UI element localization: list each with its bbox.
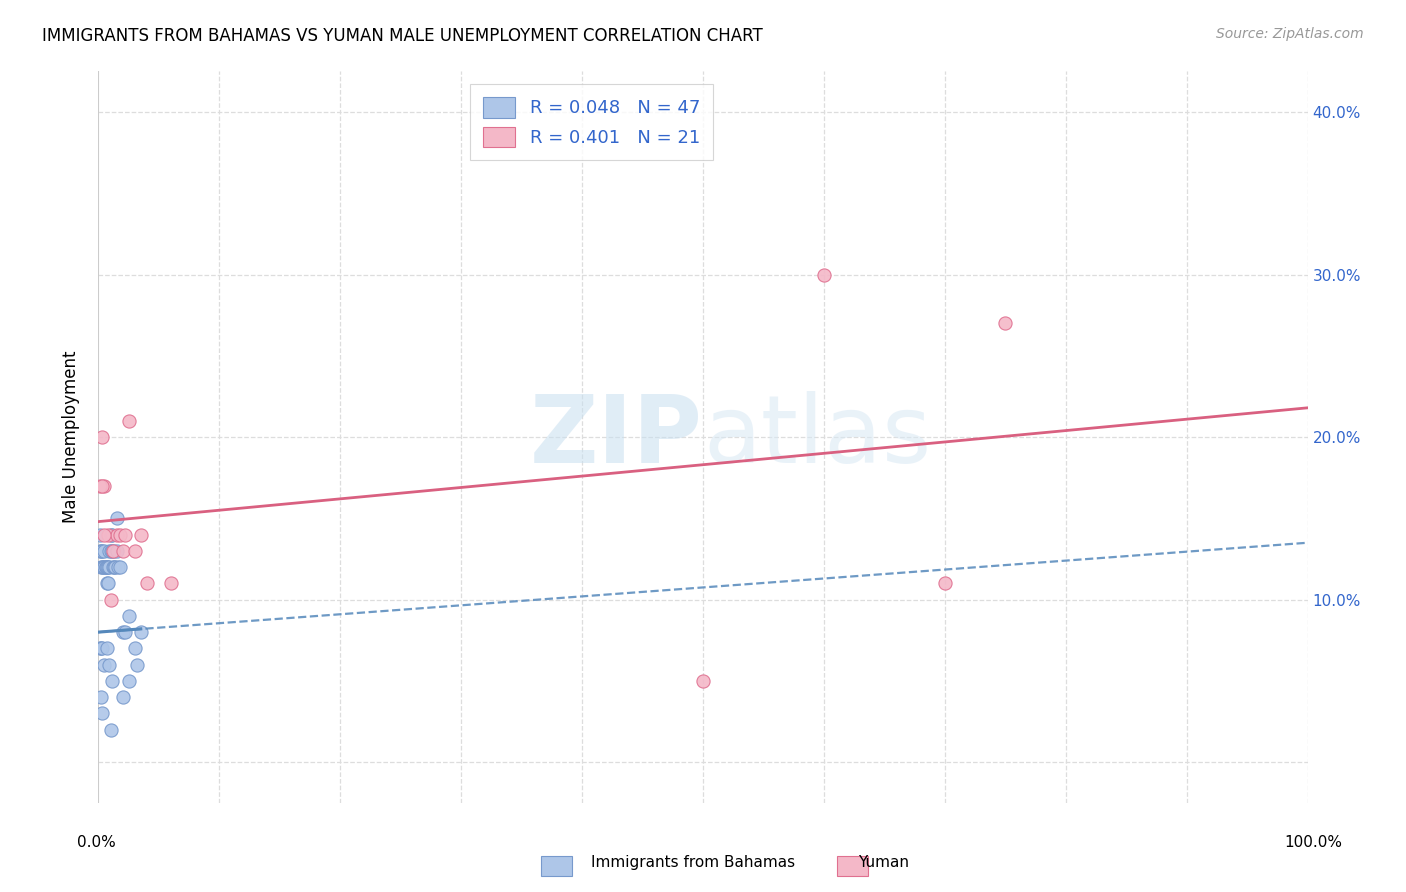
Point bbox=[91, 479, 114, 493]
Point bbox=[89, 479, 111, 493]
Text: Immigrants from Bahamas: Immigrants from Bahamas bbox=[591, 855, 794, 870]
Point bbox=[118, 414, 141, 428]
Point bbox=[108, 527, 131, 541]
Point bbox=[91, 560, 114, 574]
Point bbox=[89, 527, 111, 541]
Point bbox=[89, 544, 111, 558]
Point bbox=[114, 527, 136, 541]
Point bbox=[90, 560, 112, 574]
Point bbox=[90, 544, 112, 558]
Text: atlas: atlas bbox=[703, 391, 931, 483]
Text: Source: ZipAtlas.com: Source: ZipAtlas.com bbox=[1216, 27, 1364, 41]
Point bbox=[160, 576, 183, 591]
Point bbox=[98, 560, 121, 574]
Point bbox=[93, 527, 115, 541]
Point bbox=[107, 560, 129, 574]
Point bbox=[100, 723, 122, 737]
Point bbox=[108, 560, 131, 574]
Point bbox=[90, 690, 112, 705]
Point bbox=[111, 625, 134, 640]
Point bbox=[105, 527, 128, 541]
Text: IMMIGRANTS FROM BAHAMAS VS YUMAN MALE UNEMPLOYMENT CORRELATION CHART: IMMIGRANTS FROM BAHAMAS VS YUMAN MALE UN… bbox=[42, 27, 763, 45]
Point bbox=[813, 268, 835, 282]
Text: 0.0%: 0.0% bbox=[77, 836, 117, 850]
Text: ZIP: ZIP bbox=[530, 391, 703, 483]
Point bbox=[111, 544, 134, 558]
Text: 100.0%: 100.0% bbox=[1285, 836, 1343, 850]
Point bbox=[100, 527, 122, 541]
Point bbox=[111, 690, 134, 705]
Point bbox=[104, 560, 127, 574]
Point bbox=[101, 560, 124, 574]
Point bbox=[118, 673, 141, 688]
Point bbox=[91, 641, 114, 656]
Point bbox=[103, 560, 125, 574]
Point bbox=[994, 316, 1017, 330]
Point bbox=[93, 544, 115, 558]
Point bbox=[100, 527, 122, 541]
Point bbox=[96, 560, 118, 574]
Point bbox=[105, 544, 128, 558]
Point bbox=[97, 576, 120, 591]
Point bbox=[934, 576, 956, 591]
Point bbox=[89, 641, 111, 656]
Y-axis label: Male Unemployment: Male Unemployment bbox=[62, 351, 80, 524]
Point bbox=[94, 560, 117, 574]
Point bbox=[127, 657, 149, 672]
Point bbox=[114, 625, 136, 640]
Point bbox=[98, 544, 121, 558]
Point bbox=[100, 544, 122, 558]
Point bbox=[135, 576, 157, 591]
Point bbox=[100, 673, 122, 688]
Point bbox=[103, 544, 125, 558]
Point bbox=[124, 641, 146, 656]
Point bbox=[692, 673, 714, 688]
Point bbox=[91, 430, 114, 444]
Point bbox=[93, 479, 115, 493]
Point bbox=[90, 641, 112, 656]
Point bbox=[96, 641, 118, 656]
Point bbox=[93, 560, 115, 574]
Point bbox=[129, 527, 152, 541]
Point bbox=[94, 560, 117, 574]
Point bbox=[101, 544, 124, 558]
Point bbox=[118, 608, 141, 623]
Point bbox=[96, 576, 118, 591]
Legend: R = 0.048   N = 47, R = 0.401   N = 21: R = 0.048 N = 47, R = 0.401 N = 21 bbox=[470, 84, 713, 160]
Point bbox=[124, 544, 146, 558]
Point bbox=[97, 560, 120, 574]
Point bbox=[105, 511, 128, 525]
Point bbox=[91, 560, 114, 574]
Point bbox=[100, 544, 122, 558]
Point bbox=[91, 544, 114, 558]
Point bbox=[129, 625, 152, 640]
Point bbox=[98, 657, 121, 672]
Point bbox=[100, 592, 122, 607]
Point bbox=[97, 527, 120, 541]
Point bbox=[93, 657, 115, 672]
Point bbox=[91, 706, 114, 721]
Text: Yuman: Yuman bbox=[858, 855, 908, 870]
